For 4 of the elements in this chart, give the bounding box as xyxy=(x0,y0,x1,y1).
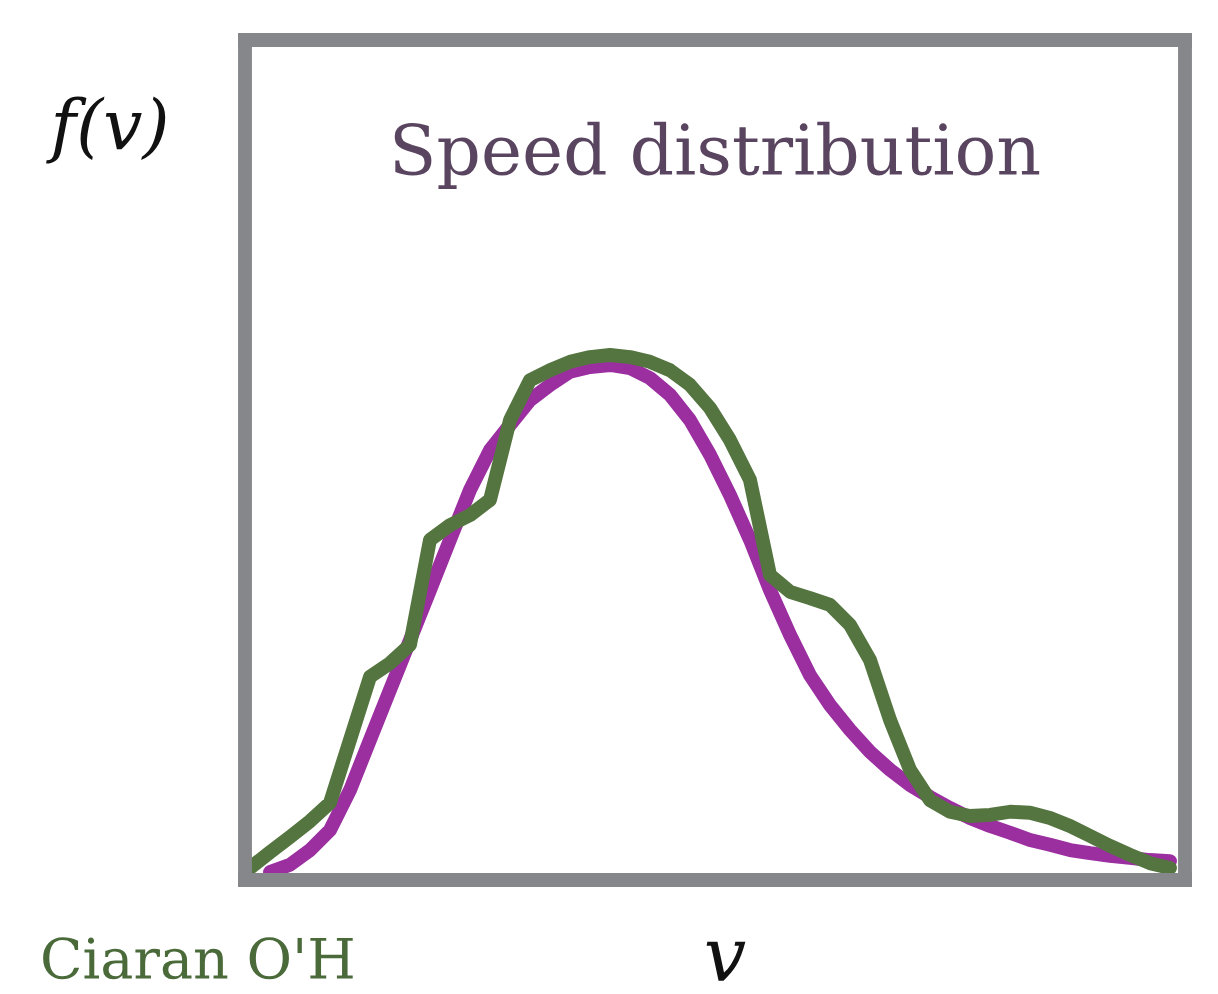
y-axis-title: f(v) xyxy=(46,96,166,164)
chart-title: Speed distribution xyxy=(394,121,1040,189)
x-axis-title: v xyxy=(706,941,746,981)
text: Ciaran O'H xyxy=(43,937,353,980)
